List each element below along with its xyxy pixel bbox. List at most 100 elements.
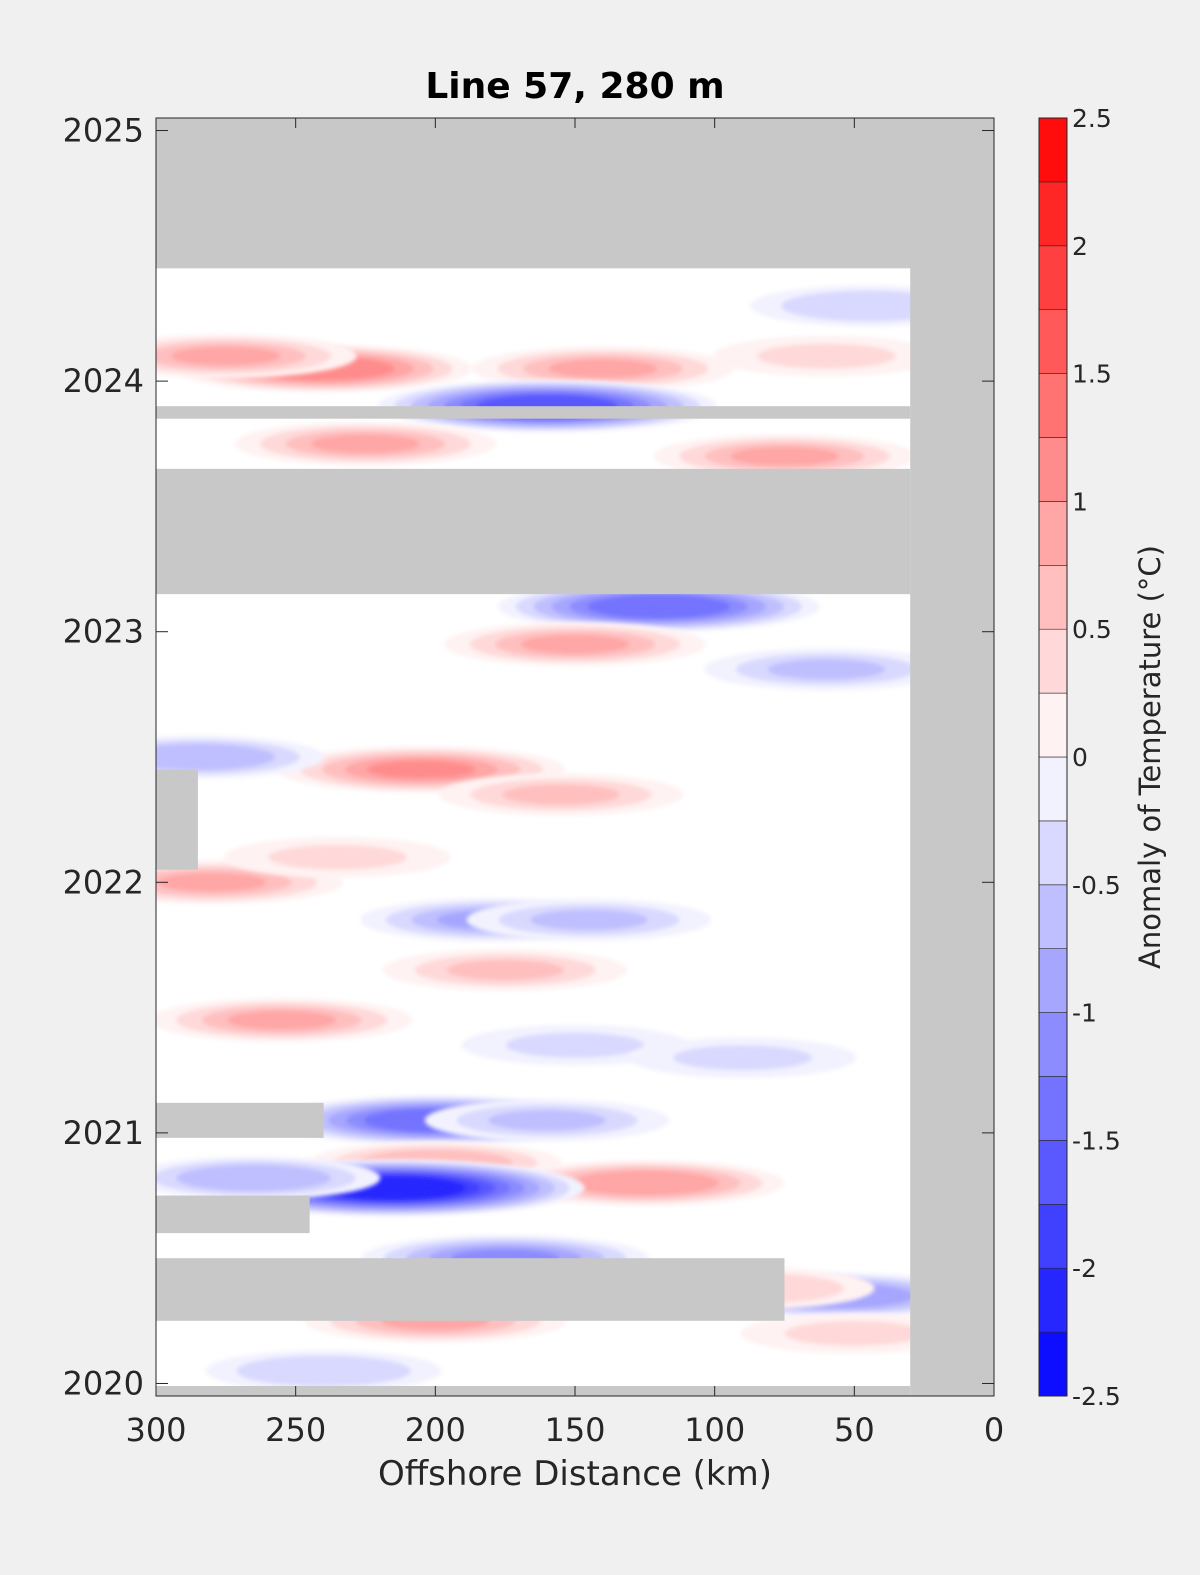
x-tick-label: 300 — [125, 1411, 186, 1449]
colorbar-tick-label: 0 — [1072, 743, 1088, 772]
colorbar-step — [1038, 1267, 1068, 1333]
anomaly-feature — [628, 1037, 857, 1079]
anomaly-contour — [530, 909, 648, 931]
anomaly-feature — [156, 998, 413, 1043]
anomaly-contour — [592, 1174, 698, 1192]
y-axis: 2020 2021 2022 2023 2024 2025 — [63, 112, 994, 1402]
anomaly-contour — [446, 959, 564, 981]
x-tick-label: 150 — [544, 1411, 605, 1449]
anomaly-feature — [223, 836, 452, 878]
colorbar-ticks: 2.5 2 1.5 1 0.5 0 -0.5 -1 -1.5 -2 -2.5 — [1072, 104, 1121, 1411]
anomaly-feature — [653, 434, 916, 479]
anomaly-contour — [520, 635, 630, 654]
no-data-region — [156, 1385, 911, 1396]
no-data-mask — [156, 118, 994, 1396]
colorbar-tick-label: -0.5 — [1072, 871, 1121, 900]
y-tick-label: 2020 — [63, 1364, 144, 1402]
no-data-region — [910, 118, 994, 1396]
y-tick-label: 2024 — [63, 362, 144, 400]
anomaly-feature — [156, 333, 357, 379]
anomaly-contour — [673, 1045, 812, 1071]
colorbar-step — [1038, 373, 1068, 438]
no-data-region — [156, 468, 911, 595]
chart-title: Line 57, 280 m — [425, 66, 724, 107]
colorbar-step — [1038, 820, 1068, 886]
plot-area — [155, 117, 995, 1397]
colorbar-step — [1038, 181, 1068, 247]
colorbar-tick-label: 1 — [1072, 487, 1088, 516]
colorbar-tick-label: 1.5 — [1072, 360, 1112, 389]
anomaly-contour — [227, 1010, 337, 1030]
anomaly-contour — [811, 295, 925, 316]
y-tick-label: 2022 — [63, 863, 144, 901]
y-tick-label: 2023 — [63, 613, 144, 651]
colorbar-step — [1038, 1140, 1068, 1205]
anomaly-contour — [784, 1320, 924, 1346]
x-tick-label: 0 — [984, 1411, 1004, 1449]
colorbar-step — [1038, 564, 1068, 630]
colorbar-tick-label: -1.5 — [1072, 1126, 1121, 1155]
colorbar-tick-label: -2 — [1072, 1254, 1097, 1283]
colorbar-step — [1038, 1076, 1068, 1141]
anomaly-feature — [156, 735, 325, 779]
colorbar-step — [1038, 1204, 1068, 1269]
anomaly-contour — [266, 1360, 381, 1381]
colorbar: 2.5 2 1.5 1 0.5 0 -0.5 -1 -1.5 -2 -2.5 Anomaly of … — [1038, 104, 1167, 1411]
anomaly-contour — [157, 873, 267, 892]
anomaly-contour — [502, 784, 620, 805]
colorbar-step — [1038, 309, 1068, 374]
anomaly-contour — [201, 1169, 307, 1187]
anomaly-contour — [730, 447, 839, 466]
colorbar-steps — [1038, 117, 1068, 1397]
colorbar-step — [1038, 501, 1068, 566]
y-tick-label: 2021 — [63, 1114, 144, 1152]
colorbar-label: Anomaly of Temperature (°C) — [1133, 545, 1167, 969]
anomaly-feature — [382, 948, 628, 992]
anomaly-feature — [704, 648, 949, 691]
x-axis: 300 250 200 150 100 50 0 — [125, 118, 1004, 1449]
anomaly-contour — [488, 1110, 606, 1131]
colorbar-step — [1038, 692, 1068, 758]
anomaly-contour — [156, 748, 251, 766]
colorbar-step — [1038, 245, 1068, 311]
colorbar-tick-label: -2.5 — [1072, 1382, 1121, 1411]
colorbar-step — [1038, 756, 1068, 822]
x-tick-label: 50 — [834, 1411, 875, 1449]
anomaly-contour — [605, 598, 713, 616]
anomaly-contour — [757, 343, 896, 369]
no-data-region — [156, 1258, 785, 1321]
anomaly-feature — [712, 335, 941, 377]
anomaly-contour — [367, 760, 476, 779]
anomaly-feature — [472, 346, 734, 391]
anomaly-feature — [234, 421, 497, 466]
colorbar-step — [1038, 628, 1068, 694]
colorbar-step — [1038, 1012, 1068, 1077]
anomaly-feature — [466, 898, 712, 942]
colorbar-tick-label: 2.5 — [1072, 104, 1112, 133]
anomaly-feature — [424, 1099, 670, 1142]
anomaly-feature — [156, 860, 343, 905]
colorbar-step — [1038, 948, 1068, 1013]
no-data-region — [156, 406, 911, 419]
no-data-region — [156, 769, 198, 870]
x-tick-label: 250 — [265, 1411, 326, 1449]
colorbar-step — [1038, 1331, 1068, 1397]
colorbar-tick-label: 2 — [1072, 232, 1088, 261]
x-tick-label: 200 — [405, 1411, 466, 1449]
colorbar-frame — [1038, 117, 1068, 1397]
colorbar-step — [1038, 117, 1068, 183]
anomaly-contour — [505, 1032, 645, 1058]
anomaly-feature — [444, 622, 706, 667]
anomaly-contour — [548, 359, 658, 378]
anomaly-contour — [767, 659, 886, 680]
no-data-region — [156, 1195, 310, 1234]
anomaly-contour — [311, 434, 420, 453]
x-axis-label: Offshore Distance (km) — [378, 1454, 772, 1494]
anomaly-feature — [205, 1350, 442, 1392]
anomaly-feature — [438, 773, 684, 816]
anomaly-feature — [156, 1156, 381, 1200]
colorbar-step — [1038, 884, 1068, 949]
colorbar-step — [1038, 437, 1068, 502]
anomaly-contour — [268, 844, 407, 870]
